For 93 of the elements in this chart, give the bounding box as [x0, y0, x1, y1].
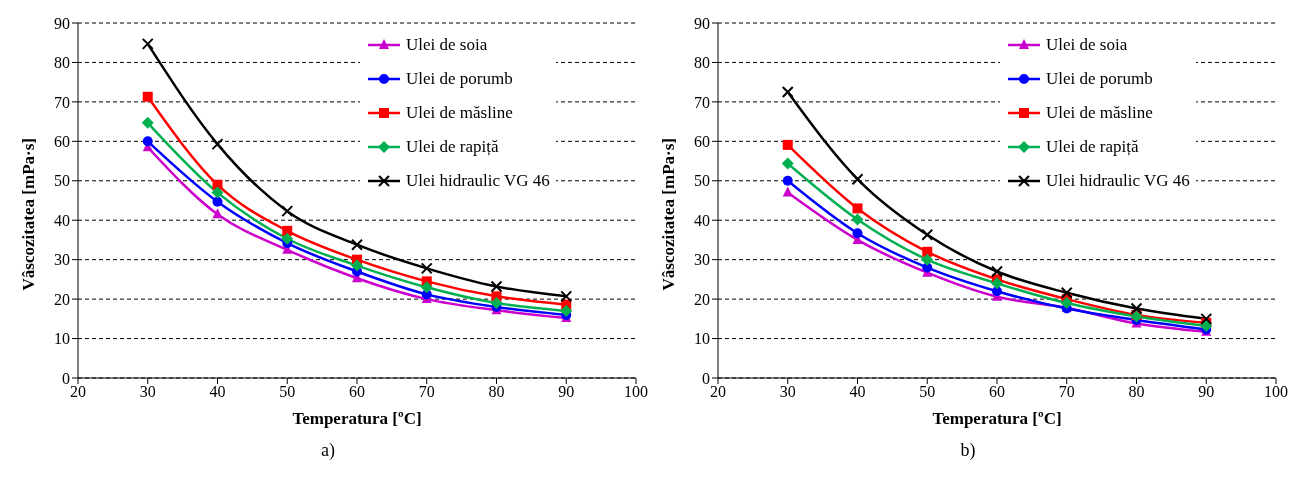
x-tick-label: 80 — [1128, 383, 1145, 401]
point — [351, 238, 363, 251]
point — [991, 265, 1003, 278]
x-axis-title: Temperatura [ºC] — [292, 409, 422, 428]
point — [782, 175, 793, 186]
point — [141, 37, 154, 50]
y-tick-label: 60 — [54, 133, 70, 151]
legend-label: Ulei hidraulic VG 46 — [406, 171, 550, 191]
x-tick-label: 80 — [488, 383, 505, 401]
y-tick-label: 30 — [694, 251, 710, 269]
y-tick-label: 50 — [694, 172, 710, 190]
x-tick-label: 90 — [1198, 383, 1215, 401]
point — [1130, 302, 1143, 315]
y-tick-label: 50 — [54, 172, 70, 190]
x-axis-title: Temperatura [ºC] — [932, 409, 1062, 428]
legend-label: Ulei de măsline — [1046, 103, 1153, 123]
y-axis-title: Vâscozitatea [mPa·s] — [659, 138, 679, 291]
point — [851, 213, 864, 226]
point — [1200, 319, 1213, 332]
point — [211, 186, 224, 199]
x-tick-label: 70 — [418, 383, 435, 401]
x-tick-label: 40 — [209, 383, 226, 401]
y-axis-title: Vâscozitatea [mPa·s] — [19, 138, 39, 291]
y-tick-label: 70 — [54, 93, 70, 111]
point — [852, 228, 863, 239]
y-tick-label: 0 — [702, 369, 710, 387]
y-tick-label: 20 — [694, 290, 710, 308]
x-tick-label: 30 — [779, 383, 796, 401]
point — [212, 208, 223, 219]
point — [490, 280, 503, 293]
point — [142, 136, 153, 147]
y-tick-label: 20 — [54, 290, 70, 308]
y-tick-label: 10 — [694, 330, 710, 348]
y-tick-label: 70 — [694, 93, 710, 111]
y-tick-label: 90 — [54, 14, 70, 32]
x-tick-label: 30 — [139, 383, 156, 401]
y-tick-label: 60 — [694, 133, 710, 151]
point — [782, 139, 793, 150]
legend-label: Ulei hidraulic VG 46 — [1046, 171, 1190, 191]
point — [490, 297, 503, 310]
legend-label: Ulei de măsline — [406, 103, 513, 123]
y-tick-label: 80 — [54, 54, 70, 72]
point — [141, 116, 154, 129]
point — [420, 262, 433, 275]
text: b) — [960, 440, 976, 460]
point — [281, 232, 294, 245]
point — [851, 173, 864, 186]
legend-label: Ulei de soia — [406, 35, 488, 55]
point — [560, 290, 573, 303]
legend-label: Ulei de rapiță — [1046, 137, 1139, 157]
point — [1200, 312, 1213, 325]
x-tick-label: 60 — [349, 383, 365, 401]
x-tick-label: 100 — [624, 383, 648, 401]
point — [852, 203, 863, 214]
point — [781, 157, 794, 170]
x-tick-label: 70 — [1058, 383, 1075, 401]
y-tick-label: 40 — [54, 211, 70, 229]
legend-label: Ulei de porumb — [1046, 69, 1153, 89]
y-tick-label: 40 — [694, 211, 710, 229]
point — [212, 196, 223, 207]
point — [991, 277, 1003, 290]
point — [781, 86, 794, 99]
y-tick-label: 30 — [54, 251, 70, 269]
point — [351, 259, 363, 272]
point — [212, 179, 223, 190]
legend-label: Ulei de soia — [1046, 35, 1128, 55]
y-tick-label: 10 — [54, 330, 70, 348]
point — [782, 186, 793, 197]
x-tick-label: 50 — [279, 383, 296, 401]
x-tick-label: 90 — [558, 383, 575, 401]
y-tick-label: 0 — [62, 369, 70, 387]
point — [560, 304, 573, 317]
point — [282, 225, 293, 236]
point — [1060, 297, 1073, 310]
x-tick-label: 60 — [989, 383, 1005, 401]
legend-label: Ulei de rapiță — [406, 137, 499, 157]
x-tick-label: 40 — [849, 383, 866, 401]
point — [921, 228, 934, 241]
point — [420, 281, 433, 294]
text: a) — [321, 440, 335, 460]
point — [281, 205, 294, 218]
x-tick-label: 50 — [919, 383, 936, 401]
x-tick-label: 20 — [70, 383, 86, 401]
x-tick-label: 100 — [1264, 383, 1288, 401]
point — [1060, 286, 1073, 299]
point — [211, 138, 224, 151]
point — [142, 91, 153, 102]
y-tick-label: 90 — [694, 14, 710, 32]
point — [922, 262, 933, 273]
point — [921, 253, 934, 266]
y-tick-label: 80 — [694, 54, 710, 72]
legend-label: Ulei de porumb — [406, 69, 513, 89]
x-tick-label: 20 — [710, 383, 726, 401]
